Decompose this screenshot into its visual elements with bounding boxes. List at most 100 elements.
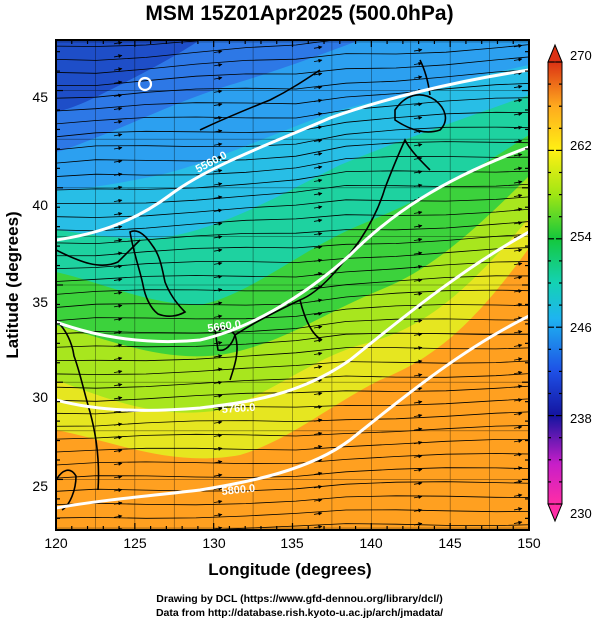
height-contour bbox=[137, 76, 153, 92]
stream-arrow bbox=[213, 341, 223, 345]
stream-arrow bbox=[513, 452, 523, 457]
streamline bbox=[56, 69, 529, 99]
streamline bbox=[56, 425, 529, 440]
stream-arrow bbox=[413, 440, 423, 445]
stream-arrow bbox=[313, 245, 323, 250]
streamline bbox=[56, 170, 529, 191]
stream-arrow bbox=[113, 448, 123, 453]
stream-arrow bbox=[513, 57, 523, 62]
stream-arrow bbox=[113, 488, 123, 493]
stream-arrow bbox=[213, 182, 223, 187]
stream-arrow bbox=[313, 178, 323, 183]
stream-arrow bbox=[513, 275, 523, 280]
stream-arrow bbox=[413, 522, 423, 527]
stream-arrow bbox=[213, 129, 223, 134]
stream-arrow bbox=[314, 34, 322, 36]
stream-arrow bbox=[213, 460, 223, 465]
stream-arrow bbox=[513, 44, 523, 48]
stream-arrow bbox=[113, 80, 123, 85]
y-tick-label: 25 bbox=[32, 478, 48, 494]
streamline bbox=[56, 183, 529, 204]
stream-arrow bbox=[213, 261, 223, 266]
streamline bbox=[56, 208, 529, 232]
stream-arrow bbox=[113, 67, 123, 72]
stream-arrow bbox=[113, 343, 123, 348]
coastlines bbox=[56, 59, 447, 511]
credit-data: Data from http://database.rish.kyoto-u.a… bbox=[155, 607, 444, 619]
stream-arrow bbox=[313, 58, 323, 63]
stream-arrow bbox=[413, 115, 423, 120]
stream-arrow bbox=[413, 332, 423, 337]
stream-arrow bbox=[213, 393, 223, 398]
streamline bbox=[56, 221, 529, 245]
colorbar-top-arrow bbox=[547, 43, 563, 63]
stream-arrow bbox=[313, 45, 323, 50]
stream-arrow bbox=[113, 475, 123, 480]
streamline bbox=[56, 509, 529, 519]
stream-arrow bbox=[113, 422, 123, 427]
stream-arrow bbox=[513, 125, 523, 130]
streamline bbox=[56, 347, 529, 362]
height-contour bbox=[56, 145, 529, 344]
stream-arrow bbox=[113, 514, 123, 519]
streamline bbox=[56, 467, 529, 479]
stream-arrow bbox=[313, 471, 323, 476]
stream-arrow bbox=[413, 48, 423, 53]
taiwan-coastline bbox=[56, 469, 77, 511]
stream-arrow bbox=[513, 261, 523, 266]
stream-arrow bbox=[414, 36, 422, 38]
stream-arrow bbox=[513, 330, 523, 335]
stream-arrow bbox=[313, 152, 323, 156]
y-tick-labels: 25 30 35 40 45 bbox=[32, 89, 48, 494]
stream-arrow bbox=[213, 49, 223, 54]
stream-arrow bbox=[513, 466, 523, 471]
stream-arrow bbox=[313, 325, 323, 330]
stream-arrow bbox=[113, 159, 123, 164]
streamline bbox=[56, 411, 529, 427]
stream-arrow bbox=[413, 346, 423, 351]
stream-arrow bbox=[413, 237, 423, 242]
streamline bbox=[56, 155, 529, 177]
height-contour bbox=[56, 68, 529, 242]
stream-arrow bbox=[213, 89, 223, 94]
kyushu-coastline bbox=[214, 327, 236, 352]
height-contours bbox=[56, 68, 529, 510]
stream-arrow bbox=[413, 143, 423, 147]
x-tick-label: 135 bbox=[280, 535, 304, 551]
stream-arrow bbox=[513, 370, 523, 375]
streamline bbox=[56, 196, 529, 218]
stream-arrow bbox=[413, 359, 423, 364]
stream-arrow bbox=[413, 481, 423, 486]
stream-arrow bbox=[414, 537, 422, 539]
stream-arrow bbox=[513, 357, 523, 362]
stream-arrow bbox=[113, 435, 123, 440]
stream-arrow bbox=[513, 398, 523, 403]
stream-arrow bbox=[313, 311, 323, 316]
stream-arrow bbox=[513, 479, 523, 484]
streamline bbox=[56, 398, 529, 415]
streamline bbox=[56, 44, 529, 74]
x-tick-label: 125 bbox=[123, 535, 147, 551]
stream-arrow bbox=[113, 211, 123, 216]
stream-arrow bbox=[314, 553, 322, 555]
stream-arrow bbox=[313, 391, 323, 396]
stream-arrow bbox=[113, 251, 123, 256]
colorbar: 270 262 254 246 238 230 bbox=[547, 43, 592, 523]
stream-arrow bbox=[513, 71, 523, 76]
streamline bbox=[56, 261, 529, 282]
stream-arrow bbox=[213, 221, 223, 226]
stream-arrow bbox=[413, 183, 423, 188]
stream-arrow bbox=[413, 454, 423, 459]
streamline bbox=[56, 97, 529, 125]
stream-arrow bbox=[113, 106, 123, 111]
stream-arrow bbox=[313, 405, 323, 410]
streamline bbox=[56, 360, 529, 375]
russia-coastline bbox=[199, 69, 321, 131]
streamline bbox=[200, 523, 529, 530]
stream-arrow bbox=[113, 277, 123, 282]
stream-arrow bbox=[314, 540, 322, 542]
stream-arrow bbox=[213, 102, 223, 107]
stream-arrow bbox=[213, 168, 223, 173]
stream-arrow bbox=[413, 210, 423, 215]
height-contour bbox=[56, 314, 529, 510]
